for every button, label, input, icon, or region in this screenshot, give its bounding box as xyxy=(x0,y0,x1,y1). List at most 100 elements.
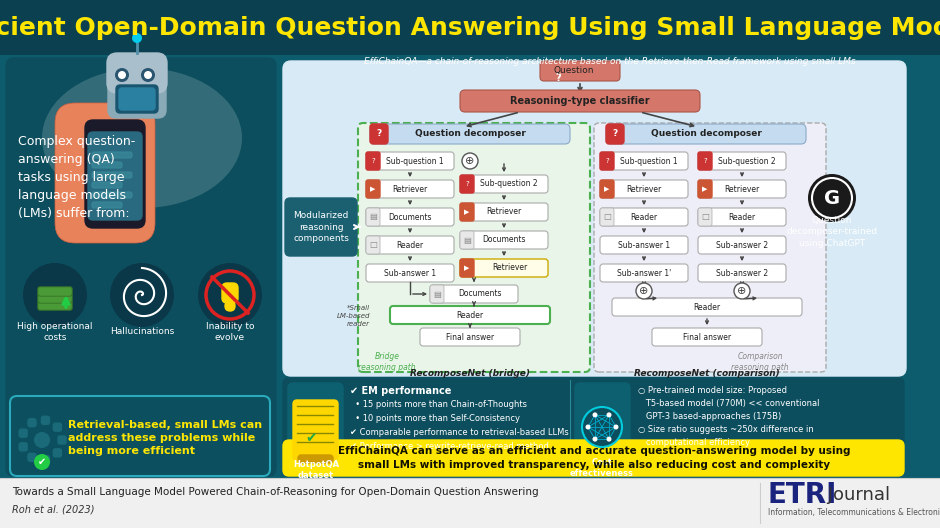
Text: Sub-answer 1: Sub-answer 1 xyxy=(384,269,436,278)
FancyBboxPatch shape xyxy=(38,287,72,296)
Text: ETRI: ETRI xyxy=(768,481,838,509)
FancyBboxPatch shape xyxy=(39,288,71,295)
Circle shape xyxy=(115,68,129,82)
FancyBboxPatch shape xyxy=(124,55,150,70)
Text: HotpotQA
dataset: HotpotQA dataset xyxy=(293,460,339,480)
Text: • 10 points more than Self-Consistency: • 10 points more than Self-Consistency xyxy=(350,414,520,423)
Text: Hallucinations: Hallucinations xyxy=(110,327,174,336)
Text: Retriever: Retriever xyxy=(493,263,527,272)
FancyBboxPatch shape xyxy=(370,124,388,144)
FancyBboxPatch shape xyxy=(366,264,454,282)
Text: ○ Pre-trained model size: Proposed: ○ Pre-trained model size: Proposed xyxy=(638,386,787,395)
FancyBboxPatch shape xyxy=(366,208,454,226)
Circle shape xyxy=(141,68,155,82)
FancyBboxPatch shape xyxy=(600,208,614,226)
Text: Reader: Reader xyxy=(397,240,424,250)
FancyBboxPatch shape xyxy=(10,396,270,476)
FancyBboxPatch shape xyxy=(41,456,50,464)
Text: ?: ? xyxy=(555,73,560,83)
FancyBboxPatch shape xyxy=(19,443,27,451)
Text: Cost
effectiveness: Cost effectiveness xyxy=(570,458,634,478)
FancyBboxPatch shape xyxy=(366,236,454,254)
FancyBboxPatch shape xyxy=(698,180,712,198)
FancyBboxPatch shape xyxy=(108,68,166,118)
Text: Complex question-
answering (QA)
tasks using large
language models
(LMs) suffer : Complex question- answering (QA) tasks u… xyxy=(18,135,135,220)
Text: ✔: ✔ xyxy=(306,431,317,445)
Circle shape xyxy=(606,412,612,417)
Text: ▶: ▶ xyxy=(370,186,376,192)
Text: Retrieval-based, small LMs can
address these problems while
being more efficient: Retrieval-based, small LMs can address t… xyxy=(68,420,262,456)
Text: Reasoning-type classifier: Reasoning-type classifier xyxy=(510,96,650,106)
Text: Final answer: Final answer xyxy=(446,333,494,342)
FancyBboxPatch shape xyxy=(606,124,624,144)
FancyBboxPatch shape xyxy=(283,440,904,476)
Text: ?: ? xyxy=(703,158,707,164)
Bar xyxy=(0,478,940,528)
Text: Retriever: Retriever xyxy=(626,184,662,193)
FancyBboxPatch shape xyxy=(430,285,444,303)
FancyBboxPatch shape xyxy=(39,295,71,302)
FancyBboxPatch shape xyxy=(370,124,570,144)
FancyBboxPatch shape xyxy=(698,264,786,282)
Circle shape xyxy=(614,425,619,429)
Text: GPT-3 based-approaches (175B): GPT-3 based-approaches (175B) xyxy=(638,412,781,421)
FancyBboxPatch shape xyxy=(92,202,122,208)
Text: Bridge
reasoning path: Bridge reasoning path xyxy=(358,352,415,372)
Text: Sub-question 2: Sub-question 2 xyxy=(718,156,775,165)
Text: ▤: ▤ xyxy=(433,289,441,298)
Text: ▶: ▶ xyxy=(464,265,470,271)
FancyBboxPatch shape xyxy=(600,264,688,282)
Text: • 15 points more than Chain-of-Thoughts: • 15 points more than Chain-of-Thoughts xyxy=(350,400,527,409)
Text: Sub-question 2: Sub-question 2 xyxy=(480,180,538,188)
FancyBboxPatch shape xyxy=(6,58,276,476)
FancyBboxPatch shape xyxy=(460,231,548,249)
Text: ?: ? xyxy=(376,129,382,138)
Bar xyxy=(0,0,940,55)
Text: Information, Telecommunications & Electronics: Information, Telecommunications & Electr… xyxy=(768,507,940,516)
FancyBboxPatch shape xyxy=(460,203,474,221)
Text: G: G xyxy=(824,188,840,208)
Text: Documents: Documents xyxy=(459,289,502,298)
FancyBboxPatch shape xyxy=(88,132,142,220)
FancyBboxPatch shape xyxy=(19,429,27,437)
Text: □: □ xyxy=(701,212,709,222)
Text: Inability to
evolve: Inability to evolve xyxy=(206,322,254,342)
FancyBboxPatch shape xyxy=(58,436,66,444)
Text: Roh et al. (2023): Roh et al. (2023) xyxy=(12,505,95,515)
FancyBboxPatch shape xyxy=(39,302,71,309)
Text: ?: ? xyxy=(465,181,469,187)
Text: High operational
costs: High operational costs xyxy=(17,322,93,342)
FancyBboxPatch shape xyxy=(116,85,158,113)
FancyBboxPatch shape xyxy=(460,231,474,249)
Text: Sub-answer 1: Sub-answer 1 xyxy=(618,240,670,250)
FancyBboxPatch shape xyxy=(420,328,520,346)
Circle shape xyxy=(34,432,50,448)
Text: T5-based model (770M) << conventional: T5-based model (770M) << conventional xyxy=(638,399,820,408)
Circle shape xyxy=(606,437,612,441)
Circle shape xyxy=(462,153,478,169)
FancyBboxPatch shape xyxy=(92,192,132,198)
Text: Retriever: Retriever xyxy=(392,184,428,193)
FancyBboxPatch shape xyxy=(41,416,50,425)
Circle shape xyxy=(132,33,142,43)
Text: ?: ? xyxy=(612,129,618,138)
Text: Sub-answer 2: Sub-answer 2 xyxy=(716,269,768,278)
FancyBboxPatch shape xyxy=(540,61,620,81)
Circle shape xyxy=(34,454,50,470)
Text: ?: ? xyxy=(371,158,375,164)
Text: ✔: ✔ xyxy=(38,457,46,467)
Circle shape xyxy=(808,174,856,222)
Text: Reader: Reader xyxy=(728,212,756,222)
FancyBboxPatch shape xyxy=(575,383,630,471)
FancyBboxPatch shape xyxy=(283,61,906,376)
Text: EffiChainQA can serve as an efficient and accurate question-answering model by u: EffiChainQA can serve as an efficient an… xyxy=(337,446,851,470)
FancyBboxPatch shape xyxy=(698,152,712,170)
FancyBboxPatch shape xyxy=(28,454,36,461)
FancyBboxPatch shape xyxy=(460,175,548,193)
FancyBboxPatch shape xyxy=(430,285,518,303)
Text: Question
decomposer-trained
using ChatGPT: Question decomposer-trained using ChatGP… xyxy=(787,216,878,248)
FancyBboxPatch shape xyxy=(460,259,474,277)
FancyBboxPatch shape xyxy=(612,298,802,316)
FancyBboxPatch shape xyxy=(54,449,61,457)
FancyBboxPatch shape xyxy=(366,236,380,254)
